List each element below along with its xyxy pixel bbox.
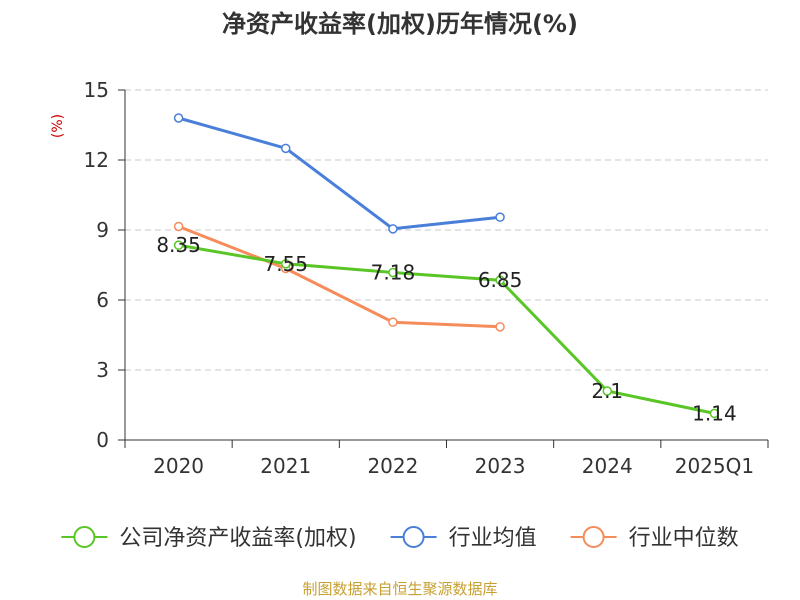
x-tick-label: 2020 [153, 454, 204, 478]
y-tick-label: 6 [96, 288, 109, 312]
series-line-2 [178, 225, 501, 329]
x-tick-label: 2021 [260, 454, 311, 478]
data-label: 7.18 [371, 260, 416, 284]
series-line-1 [178, 116, 501, 231]
y-tick-label: 0 [96, 428, 109, 452]
y-axis-unit-label: (%) [50, 114, 66, 138]
source-note: 制图数据来自恒生聚源数据库 [302, 580, 497, 598]
data-point [388, 317, 398, 327]
legend-swatch-marker [73, 526, 96, 548]
data-point [281, 259, 291, 269]
y-tick-label: 12 [84, 148, 109, 172]
y-tick-label: 3 [96, 358, 109, 382]
x-tick-label: 2024 [582, 454, 633, 478]
data-point [602, 386, 612, 396]
data-label: 7.55 [263, 252, 308, 276]
axes: 0 3 6 9 12 15 2020 2021 2022 2023 2024 2025Q1 [84, 78, 769, 478]
legend-swatch-marker [402, 526, 425, 548]
grid-lines [125, 89, 768, 371]
chart-title: 净资产收益率(加权)历年情况(%) [222, 10, 578, 38]
y-tick-label: 15 [84, 78, 109, 102]
data-point [388, 267, 398, 278]
data-label: 8.35 [156, 233, 201, 257]
x-tick-label: 2025Q1 [675, 454, 754, 478]
legend-swatch-marker [582, 526, 605, 548]
data-point [495, 275, 505, 285]
series-line-0 [178, 243, 715, 415]
legend-item: 公司净资产收益率(加权) [61, 526, 357, 551]
data-point [495, 212, 505, 222]
data-point [281, 143, 291, 154]
legend-label: 行业均值 [449, 526, 537, 551]
x-tick-label: 2022 [367, 454, 418, 478]
data-point [173, 221, 184, 232]
data-point [709, 408, 720, 419]
x-tick-label: 2023 [475, 454, 526, 478]
data-label: 2.1 [591, 379, 623, 403]
y-tick-label: 9 [96, 218, 109, 242]
data-point [388, 224, 398, 234]
data-label: 1.14 [692, 401, 737, 425]
legend-label: 公司净资产收益率(加权) [119, 526, 356, 551]
series-lines [173, 113, 720, 419]
data-labels: 8.35 7.55 7.18 6.85 2.1 1.14 [156, 233, 736, 425]
legend: 公司净资产收益率(加权) 行业均值 行业中位数 [61, 526, 739, 551]
data-point [495, 322, 505, 332]
data-point [173, 113, 184, 123]
legend-item: 行业均值 [390, 526, 537, 551]
data-point [173, 240, 184, 250]
data-label: 6.85 [478, 268, 523, 292]
legend-item: 行业中位数 [570, 526, 739, 551]
legend-label: 行业中位数 [629, 526, 739, 551]
